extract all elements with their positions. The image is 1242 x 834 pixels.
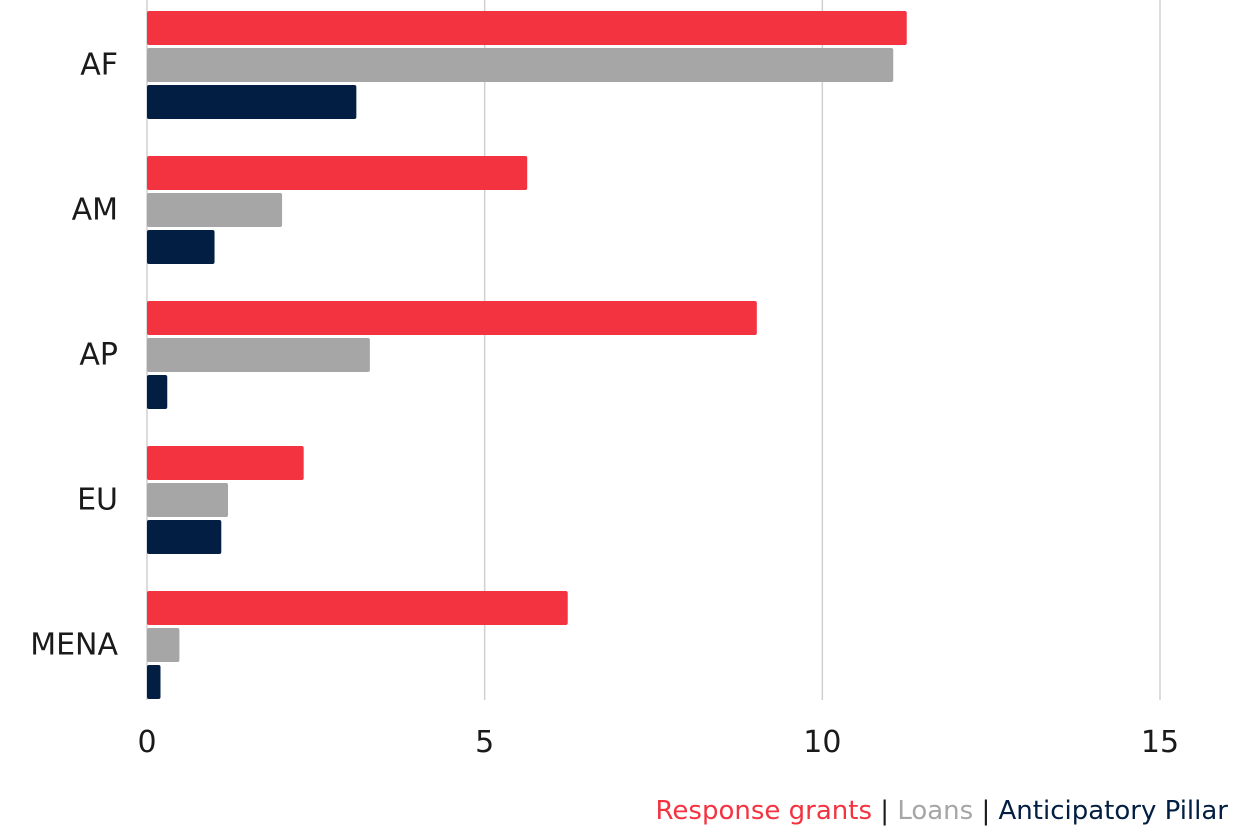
bar-am-series-2	[147, 230, 215, 264]
legend-separator-0: |	[880, 796, 890, 826]
category-label-af: AF	[80, 48, 118, 83]
bar-ap-series-1	[147, 338, 370, 372]
category-label-eu: EU	[77, 483, 118, 518]
bar-eu-series-0	[147, 446, 304, 480]
bar-af-series-0	[147, 11, 907, 45]
legend: Response grants | Loans | Anticipatory P…	[656, 796, 1228, 826]
bar-am-series-1	[147, 193, 283, 227]
bar-am-series-0	[147, 156, 528, 190]
bar-mena-series-1	[147, 628, 180, 662]
x-axis-tick-labels: 0 5 10 15	[137, 725, 1179, 760]
category-label-ap: AP	[79, 338, 118, 373]
x-tick-label-0: 0	[137, 725, 156, 760]
bar-ap-series-2	[147, 375, 168, 409]
bar-mena-series-0	[147, 591, 568, 625]
x-tick-label-2: 10	[803, 725, 841, 760]
legend-series-0: Response grants	[655, 796, 873, 826]
legend-series-2: Anticipatory Pillar	[998, 796, 1228, 826]
bar-af-series-1	[147, 48, 894, 82]
x-tick-label-3: 15	[1141, 725, 1179, 760]
bar-eu-series-2	[147, 520, 222, 554]
bar-eu-series-1	[147, 483, 229, 517]
category-label-mena: MENA	[30, 628, 118, 663]
legend-separator-1: |	[981, 796, 991, 826]
bars	[147, 11, 907, 699]
category-labels: AF AM AP EU MENA	[30, 48, 118, 663]
bar-af-series-2	[147, 85, 357, 119]
bar-ap-series-0	[147, 301, 757, 335]
legend-series-1: Loans	[897, 796, 974, 826]
bar-mena-series-2	[147, 665, 161, 699]
x-tick-label-1: 5	[475, 725, 494, 760]
category-label-am: AM	[72, 193, 118, 228]
